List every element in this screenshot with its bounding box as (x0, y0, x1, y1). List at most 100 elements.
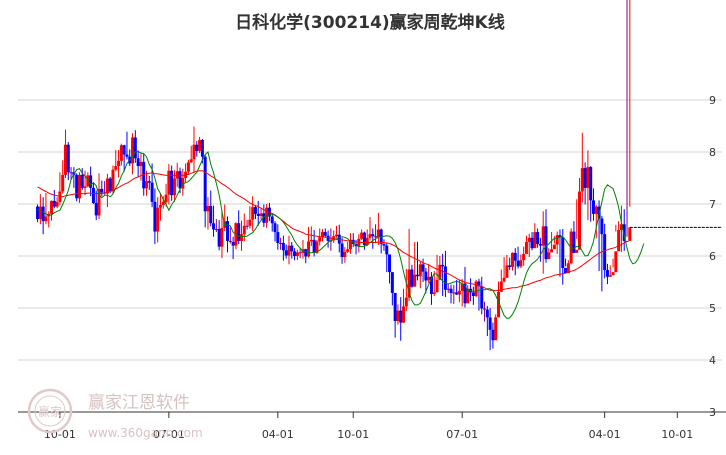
candle (365, 229, 369, 247)
candle (438, 256, 442, 280)
candle-body (226, 221, 230, 241)
candle-body (239, 234, 243, 241)
candle-body (418, 264, 422, 277)
candle (578, 178, 582, 250)
candle (435, 254, 439, 293)
candle-body (608, 275, 612, 277)
watermark-seal-ring (27, 388, 73, 434)
candle-body (578, 191, 582, 250)
candle (58, 172, 62, 206)
watermark: 赢家 赢家江恩软件 www.360gann.com (27, 388, 203, 440)
candle-body (547, 252, 551, 260)
candle-body (471, 292, 475, 297)
candle-body (421, 264, 425, 272)
candle (410, 264, 414, 288)
candle-body (485, 309, 489, 318)
candle-body (508, 265, 512, 267)
candle (304, 248, 308, 264)
x-tick-label-6: 10-01 (661, 428, 693, 441)
candle (480, 276, 484, 315)
short-moving-average-line (37, 151, 645, 319)
candle (494, 314, 498, 341)
candle (533, 223, 537, 249)
long-moving-average-line (37, 170, 628, 292)
candle (75, 173, 79, 202)
candle-body (600, 218, 604, 235)
candle-body (38, 206, 42, 220)
candle-body (591, 200, 595, 214)
candle (41, 197, 45, 235)
candle-body (510, 252, 514, 267)
candle (133, 130, 137, 163)
candle (513, 248, 517, 276)
candle-body (505, 265, 509, 278)
candle (611, 258, 615, 276)
candle (357, 234, 361, 253)
candle-body (170, 170, 174, 196)
candle (600, 215, 604, 292)
candle-body (622, 224, 626, 241)
candle-body (388, 254, 392, 273)
candle-body (413, 274, 417, 287)
candle-body (617, 230, 621, 252)
candle (44, 193, 48, 225)
candle (544, 209, 548, 263)
candle (519, 254, 523, 268)
candle (61, 160, 65, 194)
candle (89, 166, 93, 197)
candle-body (89, 175, 93, 188)
candle-body (455, 292, 459, 295)
candle-body (145, 181, 149, 189)
candle-body (66, 144, 70, 173)
candle (212, 205, 216, 237)
candle-body (376, 229, 380, 238)
candle (505, 254, 509, 278)
candle (491, 322, 495, 349)
candle-body (186, 162, 190, 172)
candle (131, 133, 135, 175)
candle-body (483, 308, 487, 310)
x-tick-label-5: 04-01 (589, 428, 621, 441)
candle (262, 204, 266, 227)
candle-body (265, 207, 269, 223)
candle (510, 252, 514, 271)
candle-body (561, 237, 565, 268)
candle-body (371, 234, 375, 237)
candle-body (287, 245, 291, 256)
candle-body (625, 240, 629, 242)
candle-body (337, 234, 341, 244)
candle-body (298, 252, 302, 254)
candle-body (379, 229, 383, 245)
candle-body (178, 171, 182, 189)
candle-body (139, 161, 143, 167)
candle-body (580, 168, 584, 192)
candle (589, 166, 593, 222)
candle-body (189, 159, 193, 163)
candle (348, 233, 352, 254)
candle (226, 216, 230, 253)
candle-body (161, 201, 165, 206)
candle-body (460, 283, 464, 291)
candle (608, 265, 612, 277)
candle-body (279, 243, 283, 244)
candle (122, 144, 126, 172)
candle (117, 149, 121, 178)
candle (474, 279, 478, 298)
candle-body (142, 161, 146, 189)
candle-body (167, 170, 171, 195)
candle-body (94, 202, 98, 216)
candle (516, 246, 520, 269)
candle-body (497, 291, 501, 318)
candle (483, 301, 487, 322)
y-tick-label-4: 4 (709, 354, 716, 367)
candle (321, 228, 325, 242)
candle (594, 205, 598, 239)
candle (293, 248, 297, 261)
watermark-url: www.360gann.com (88, 426, 203, 440)
candle (181, 168, 185, 196)
candle (376, 212, 380, 246)
x-tick-label-3: 10-01 (337, 428, 369, 441)
candle-body (321, 232, 325, 238)
candle-body (172, 178, 176, 196)
